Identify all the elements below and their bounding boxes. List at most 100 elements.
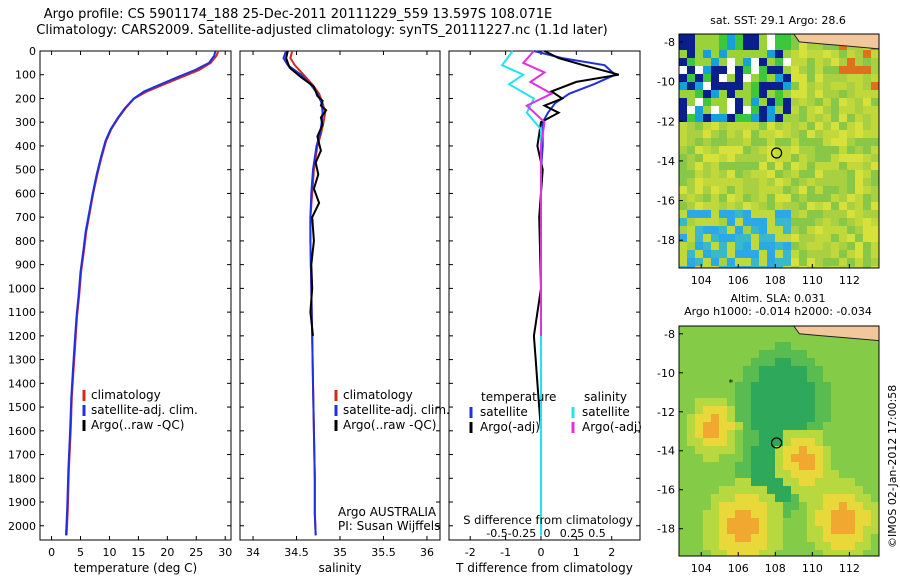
map-cell <box>791 382 800 391</box>
map-cell <box>687 242 696 251</box>
map-cell <box>759 438 768 447</box>
map-cell <box>791 478 800 487</box>
map-cell <box>775 518 784 527</box>
map-cell <box>751 234 760 243</box>
map-cell <box>759 358 768 367</box>
map-cell <box>695 334 704 343</box>
x-tick-label: 112 <box>839 274 860 287</box>
map-cell <box>799 258 808 267</box>
map-cell <box>847 446 856 455</box>
map-cell <box>767 446 776 455</box>
map-cell <box>871 266 880 269</box>
map-cell <box>839 422 848 431</box>
map-cell <box>711 342 720 351</box>
map-cell <box>775 478 784 487</box>
map-cell <box>727 194 736 203</box>
map-cell <box>831 334 840 343</box>
map-cell <box>847 178 856 187</box>
map-cell <box>823 42 832 51</box>
map-cell <box>711 462 720 471</box>
map-cell <box>727 114 736 123</box>
map-cell <box>855 226 864 235</box>
map-cell <box>783 454 792 463</box>
map-cell <box>783 334 792 343</box>
map-cell <box>743 58 752 67</box>
map-cell <box>823 350 832 359</box>
x-tick-label: -2 <box>465 546 476 559</box>
map-cell <box>863 374 872 383</box>
map-cell <box>767 470 776 479</box>
map-cell <box>855 130 864 139</box>
map-cell <box>847 502 856 511</box>
map-cell <box>791 430 800 439</box>
map-cell <box>791 34 800 43</box>
map-cell <box>799 494 808 503</box>
map-cell <box>783 242 792 251</box>
map-cell <box>831 406 840 415</box>
map-cell <box>815 414 824 423</box>
map-cell <box>831 98 840 107</box>
map-cell <box>679 326 688 335</box>
map-cell <box>751 526 760 535</box>
map-cell <box>703 326 712 335</box>
map-cell <box>727 234 736 243</box>
map-cell <box>863 406 872 415</box>
map-cell <box>839 114 848 123</box>
map-cell <box>871 382 880 391</box>
map-cell <box>767 106 776 115</box>
map-cell <box>815 234 824 243</box>
map-cell <box>871 414 880 423</box>
map-cell <box>807 414 816 423</box>
map-cell <box>847 130 856 139</box>
map-cell <box>695 178 704 187</box>
map-cell <box>695 218 704 227</box>
map-cell <box>839 430 848 439</box>
map-cell <box>815 374 824 383</box>
map-cell <box>831 186 840 195</box>
map-cell <box>751 438 760 447</box>
map-cell <box>727 470 736 479</box>
map-cell <box>799 398 808 407</box>
legend-label: satellite-adj. clim. <box>343 403 450 417</box>
map-cell <box>775 502 784 511</box>
map-cell <box>703 82 712 91</box>
map-cell <box>807 186 816 195</box>
map-cell <box>839 58 848 67</box>
map-cell <box>839 406 848 415</box>
title-line1: Argo profile: CS 5901174_188 25-Dec-2011… <box>44 7 552 22</box>
map-cell <box>799 422 808 431</box>
map-cell <box>687 90 696 99</box>
map-cell <box>759 478 768 487</box>
map-cell <box>855 106 864 115</box>
map-cell <box>759 494 768 503</box>
map-cell <box>831 210 840 219</box>
map-cell <box>863 82 872 91</box>
map-cell <box>711 130 720 139</box>
map-cell <box>839 186 848 195</box>
map-cell <box>687 202 696 211</box>
map-cell <box>767 90 776 99</box>
y-tick-label: 300 <box>15 116 36 129</box>
map-cell <box>823 478 832 487</box>
map-cell <box>799 130 808 139</box>
y-tick-label: 0 <box>29 45 36 58</box>
map-cell <box>703 510 712 519</box>
map-cell <box>743 398 752 407</box>
map-cell <box>855 502 864 511</box>
y-tick-label: 600 <box>15 187 36 200</box>
map-cell <box>703 42 712 51</box>
map-cell <box>839 242 848 251</box>
map-cell <box>695 510 704 519</box>
map-cell <box>807 146 816 155</box>
map-cell <box>735 178 744 187</box>
legend-label: climatology <box>91 388 161 402</box>
map-cell <box>799 486 808 495</box>
x-tick-label: 30 <box>218 546 232 559</box>
map-cell <box>799 526 808 535</box>
map-cell <box>807 90 816 99</box>
map-cell <box>727 162 736 171</box>
map-cell <box>855 526 864 535</box>
map-cell <box>839 66 848 75</box>
map-cell <box>783 146 792 155</box>
map-cell <box>687 178 696 187</box>
